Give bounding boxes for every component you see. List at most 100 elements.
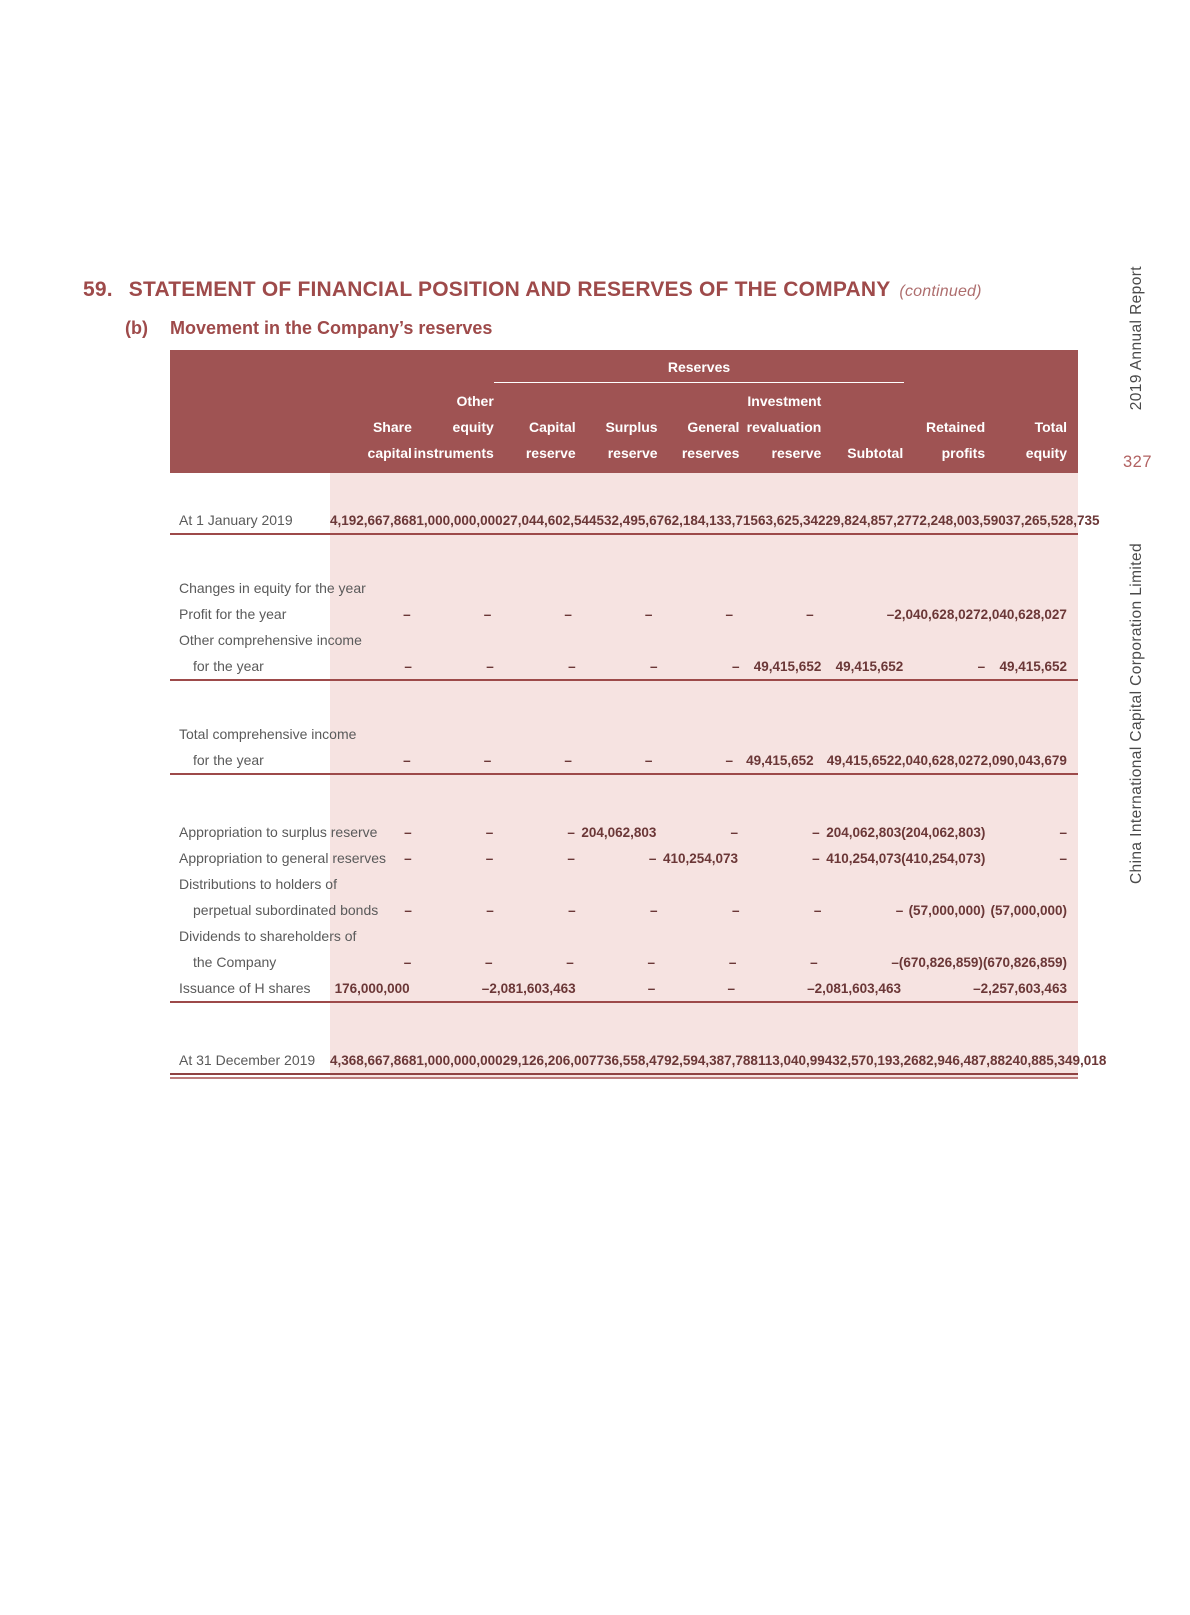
- column-header: Retained profits: [926, 419, 986, 461]
- value-cell: –: [650, 658, 658, 674]
- value-cell: 532,495,676: [596, 512, 672, 528]
- value-cell: 2,594,387,788: [671, 1052, 758, 1068]
- value-cell: 1,000,000,000: [416, 512, 503, 528]
- value-cell: –: [568, 658, 576, 674]
- value-cell: –: [483, 752, 492, 768]
- value-cell: –: [566, 954, 574, 970]
- row-label: At 1 January 2019: [179, 512, 293, 528]
- section-title: 59. STATEMENT OF FINANCIAL POSITION AND …: [83, 278, 982, 302]
- value-cell: –: [404, 658, 412, 674]
- value-cell: –: [564, 752, 572, 768]
- row-label: Dividends to shareholders of: [179, 928, 357, 944]
- value-cell: –: [567, 850, 575, 866]
- value-cell: 410,254,073: [826, 850, 902, 866]
- value-cell: –: [644, 752, 653, 768]
- subsection-letter: (b): [125, 318, 148, 338]
- value-cell: –: [644, 606, 653, 622]
- row-label: Total comprehensive income: [179, 726, 357, 742]
- value-cell: –: [404, 850, 412, 866]
- value-cell: 2,257,603,463: [980, 980, 1067, 996]
- row-label: perpetual subordinated bonds: [193, 902, 379, 918]
- value-cell: 2,184,133,715: [671, 512, 758, 528]
- value-cell: –: [728, 954, 737, 970]
- table-row: Dividends to shareholders of: [170, 923, 1078, 949]
- sidebar-report-title: 2019 Annual Report: [1128, 266, 1145, 411]
- continued-note: (continued): [899, 283, 982, 300]
- row-spacer: [170, 473, 1078, 507]
- value-cell: 2,040,628,027: [894, 606, 981, 622]
- value-cell: –: [813, 902, 822, 918]
- value-cell: 176,000,000: [334, 980, 410, 996]
- row-label: Issuance of H shares: [179, 980, 311, 996]
- row-spacer: [170, 775, 1078, 819]
- value-cell: –: [810, 954, 818, 970]
- value-cell: 49,415,652: [746, 752, 814, 768]
- value-cell: –: [731, 658, 740, 674]
- value-cell: 204,062,803: [581, 824, 657, 840]
- value-cell: 204,062,803: [826, 824, 902, 840]
- value-cell: 4,368,667,868: [330, 1052, 417, 1068]
- page-title: STATEMENT OF FINANCIAL POSITION AND RESE…: [128, 278, 891, 301]
- table-row: perpetual subordinated bonds – – – – – – – (57,0…: [170, 897, 1078, 923]
- value-cell: –: [568, 902, 576, 918]
- value-cell: –: [403, 606, 411, 622]
- value-cell: 410,254,073: [662, 850, 739, 866]
- table-row: At 31 December 2019 4,368,667,868 1,000,00…: [170, 1047, 1106, 1073]
- table-row: Other comprehensive income: [170, 627, 1078, 653]
- value-cell: –: [727, 980, 735, 996]
- value-cell: (670,826,859): [982, 954, 1068, 970]
- table-row: Appropriation to surplus reserve – – –204,0…: [170, 819, 1078, 845]
- row-label: for the year: [193, 752, 264, 768]
- table-row: Appropriation to general reserves – – – –410…: [170, 845, 1078, 871]
- rule-line: [170, 773, 1078, 775]
- subsection-text: Movement in the Company’s reserves: [169, 318, 493, 338]
- row-label: Appropriation to surplus reserve: [179, 824, 378, 840]
- value-cell: (57,000,000): [908, 902, 986, 918]
- group-header-row: Reserves: [170, 350, 1078, 386]
- value-cell: (57,000,000): [990, 902, 1068, 918]
- row-label: Distributions to holders of: [179, 876, 337, 892]
- table-row: Total comprehensive income: [170, 721, 1078, 747]
- value-cell: (670,826,859): [898, 954, 983, 970]
- value-cell: –: [725, 606, 734, 622]
- row-label: Other comprehensive income: [179, 632, 362, 648]
- value-cell: –: [650, 902, 658, 918]
- double-rule-line: [170, 1073, 1078, 1079]
- value-cell: –: [891, 954, 899, 970]
- value-cell: –: [648, 850, 657, 866]
- value-cell: (410,254,073): [901, 850, 986, 866]
- value-cell: 2,248,003,590: [919, 512, 1006, 528]
- rule-line: [170, 533, 1078, 535]
- value-cell: –: [886, 606, 895, 622]
- value-cell: –: [485, 850, 494, 866]
- section-number: 59.: [83, 278, 113, 301]
- table-row: At 1 January 2019 4,192,667,868 1,000,000,…: [170, 507, 1100, 533]
- value-cell: –: [977, 658, 986, 674]
- value-cell: –: [486, 658, 494, 674]
- value-cell: –: [647, 980, 656, 996]
- value-cell: –: [806, 606, 814, 622]
- value-cell: 29,126,206,007: [502, 1052, 597, 1068]
- table-header: Reserves Share capital Other equity instrume…: [170, 350, 1078, 473]
- row-label: for the year: [193, 658, 264, 674]
- rule-line: [170, 679, 1078, 681]
- column-headers-row: Share capital Other equity instruments Capita…: [170, 388, 1078, 466]
- value-cell: 2,040,628,027: [980, 606, 1067, 622]
- value-cell: –: [1059, 850, 1067, 866]
- value-cell: –: [486, 902, 494, 918]
- value-cell: –: [807, 980, 815, 996]
- value-cell: 2,040,628,027: [894, 752, 981, 768]
- value-cell: 49,415,652: [835, 658, 904, 674]
- column-header: Subtotal: [847, 445, 904, 461]
- value-cell: 63,625,342: [757, 512, 826, 528]
- value-cell: –: [895, 902, 904, 918]
- value-cell: 49,415,652: [999, 658, 1068, 674]
- column-header: Total equity: [1025, 419, 1068, 461]
- value-cell: –: [485, 954, 493, 970]
- table-row: the Company – – – – – – – (670,826,859) (670,826,…: [170, 949, 1078, 975]
- value-cell: 49,415,652: [826, 752, 895, 768]
- value-cell: –: [647, 954, 656, 970]
- row-label: At 31 December 2019: [179, 1052, 316, 1068]
- value-cell: –: [730, 824, 739, 840]
- value-cell: –: [564, 606, 572, 622]
